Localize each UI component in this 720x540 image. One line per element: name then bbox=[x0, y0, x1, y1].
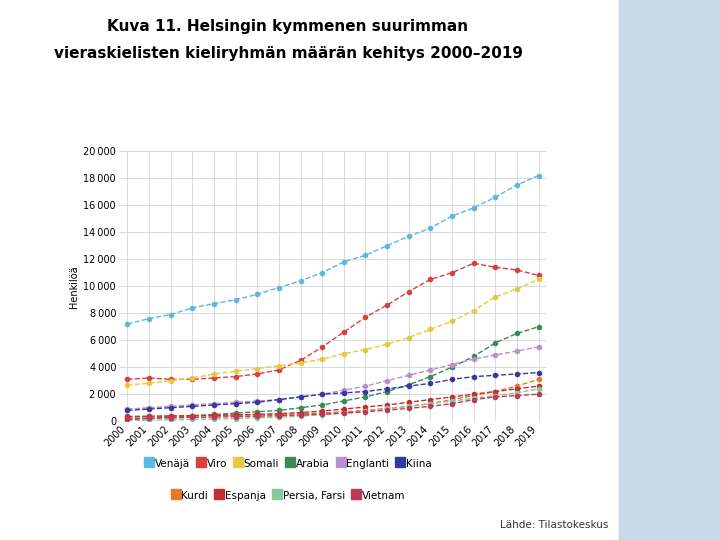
Polygon shape bbox=[604, 0, 618, 540]
Text: Lähde: Tilastokeskus: Lähde: Tilastokeskus bbox=[500, 520, 608, 530]
Bar bbox=[610, 0, 720, 540]
Text: Kuva 11. Helsingin kymmenen suurimman: Kuva 11. Helsingin kymmenen suurimman bbox=[107, 19, 469, 34]
Legend: Kurdi, Espanja, Persia, Farsi, Vietnam: Kurdi, Espanja, Persia, Farsi, Vietnam bbox=[167, 487, 409, 505]
Text: vieraskielisten kieliryhmän määrän kehitys 2000–2019: vieraskielisten kieliryhmän määrän kehit… bbox=[53, 46, 523, 61]
Y-axis label: Henkilöä: Henkilöä bbox=[69, 265, 79, 307]
Text: Helsinki: Helsinki bbox=[29, 513, 57, 518]
Legend: Venäjä, Viro, Somali, Arabia, Englanti, Kiina: Venäjä, Viro, Somali, Arabia, Englanti, … bbox=[140, 454, 436, 472]
